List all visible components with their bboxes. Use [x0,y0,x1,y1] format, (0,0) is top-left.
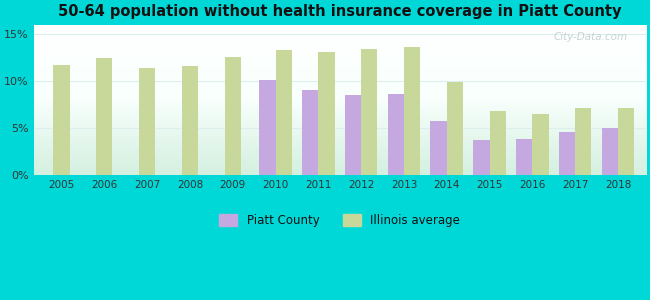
Bar [575,108,592,175]
Bar [387,94,404,175]
Bar [302,90,318,175]
Title: 50-64 population without health insurance coverage in Piatt County: 50-64 population without health insuranc… [58,4,621,19]
Bar [318,52,335,175]
Bar [259,80,276,175]
Bar [96,58,112,175]
Bar [430,121,447,175]
Bar [602,128,618,175]
Bar [276,50,292,175]
Legend: Piatt County, Illinois average: Piatt County, Illinois average [214,209,465,232]
Bar [473,140,489,175]
Bar [53,65,70,175]
Bar [516,139,532,175]
Bar [618,108,634,175]
Bar [404,47,421,175]
Bar [559,131,575,175]
Bar [489,111,506,175]
Text: City-Data.com: City-Data.com [553,32,627,42]
Bar [361,49,378,175]
Bar [139,68,155,175]
Bar [345,95,361,175]
Bar [532,114,549,175]
Bar [447,82,463,175]
Bar [182,66,198,175]
Bar [225,57,241,175]
